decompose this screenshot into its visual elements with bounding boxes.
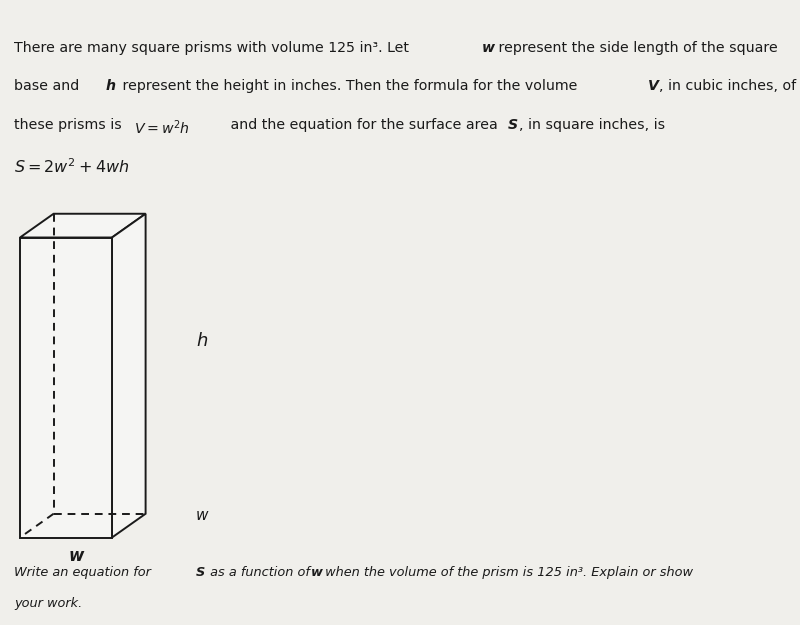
Text: h: h (196, 332, 207, 349)
Text: w: w (68, 547, 84, 565)
Text: these prisms is: these prisms is (14, 118, 126, 132)
Text: represent the side length of the square: represent the side length of the square (494, 41, 778, 54)
Text: when the volume of the prism is 125 in³. Explain or show: when the volume of the prism is 125 in³.… (321, 566, 693, 579)
Polygon shape (20, 238, 112, 538)
Text: represent the height in inches. Then the formula for the volume: represent the height in inches. Then the… (118, 79, 582, 93)
Text: as a function of: as a function of (206, 566, 314, 579)
Text: your work.: your work. (14, 597, 82, 610)
Polygon shape (112, 214, 146, 538)
Text: S: S (508, 118, 518, 132)
Text: base and: base and (14, 79, 84, 93)
Text: and the equation for the surface area: and the equation for the surface area (226, 118, 502, 132)
Polygon shape (20, 214, 146, 238)
Text: S: S (196, 566, 206, 579)
Text: V: V (648, 79, 659, 93)
Text: w: w (196, 508, 209, 523)
Text: w: w (310, 566, 322, 579)
Text: w: w (482, 41, 494, 54)
Text: There are many square prisms with volume 125 in³. Let: There are many square prisms with volume… (14, 41, 414, 54)
Text: , in square inches, is: , in square inches, is (519, 118, 666, 132)
Text: Write an equation for: Write an equation for (14, 566, 155, 579)
Text: $S = 2w^{2} + 4wh$: $S = 2w^{2} + 4wh$ (14, 158, 130, 176)
Text: h: h (106, 79, 116, 93)
Text: $V = w^{2}h$: $V = w^{2}h$ (134, 118, 190, 137)
Text: , in cubic inches, of: , in cubic inches, of (659, 79, 796, 93)
